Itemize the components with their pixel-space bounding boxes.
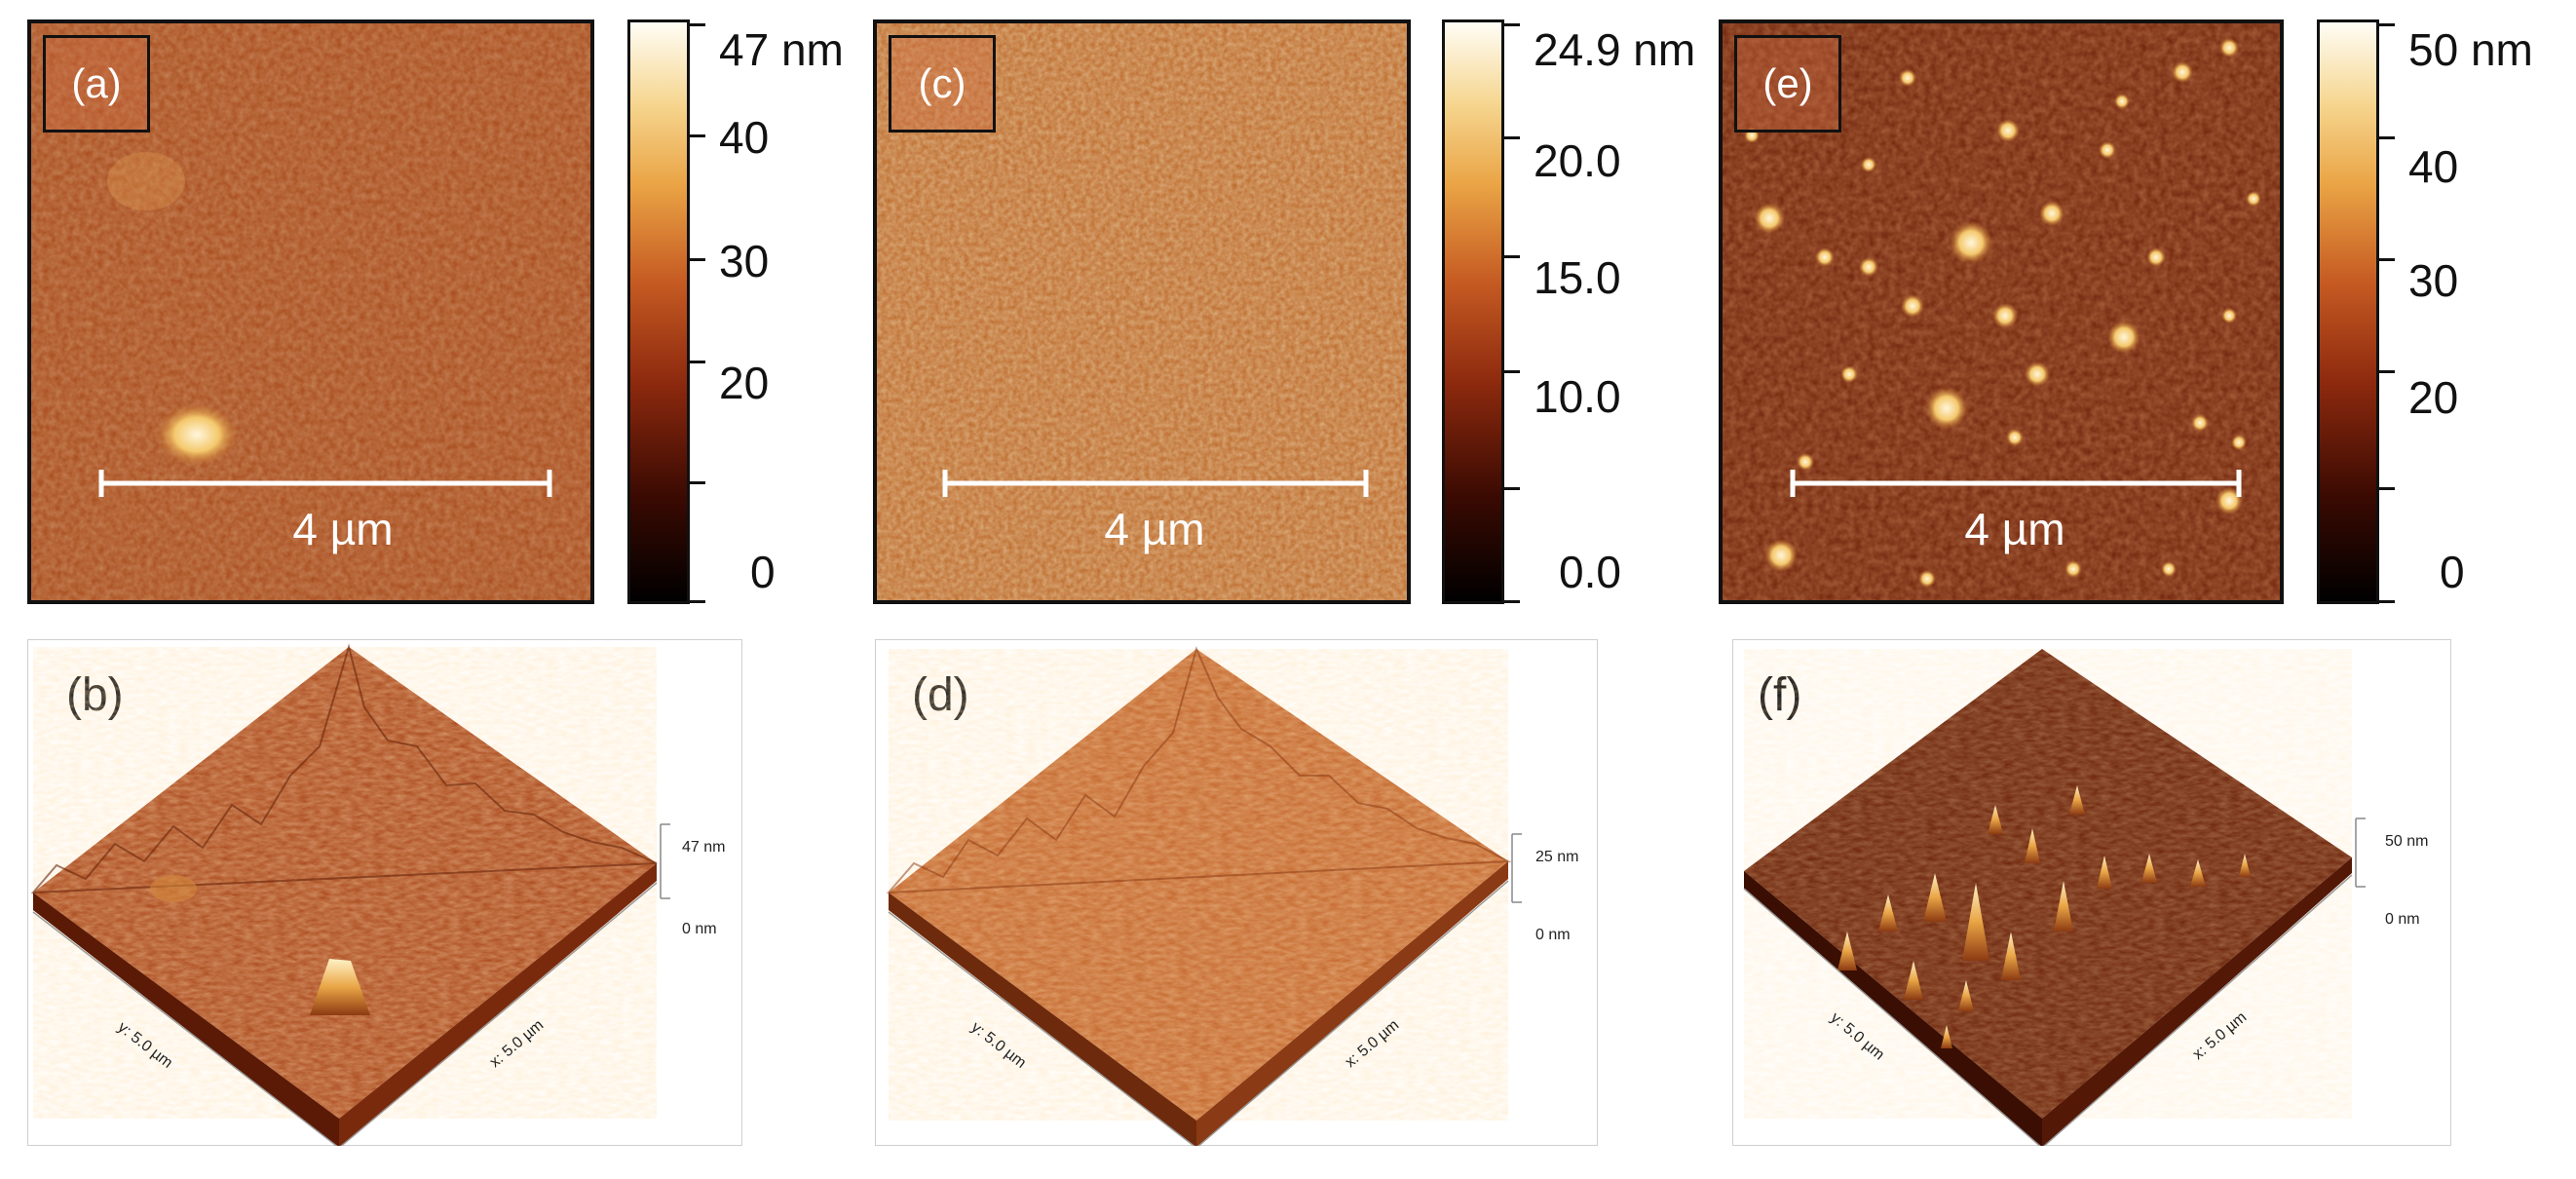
x-axis-label-f: x: 5.0 µm bbox=[2190, 1009, 2251, 1064]
scale-bar-text-a: 4 µm bbox=[292, 504, 394, 554]
colorbar-a-tick: 0 bbox=[750, 547, 776, 597]
colorbar-e-tick: 40 bbox=[2408, 141, 2459, 192]
afm-image-a: (a) 4 µm bbox=[27, 19, 594, 604]
colorbar-e-tick: 0 bbox=[2440, 547, 2465, 597]
scale-bar-text-e: 4 µm bbox=[1964, 504, 2065, 554]
y-axis-label-b: y: 5.0 µm bbox=[115, 1019, 176, 1072]
z-axis-max-d: 25 nm bbox=[1535, 849, 1578, 865]
afm-3d-frame-b bbox=[27, 639, 742, 1146]
surface-particles bbox=[1744, 38, 2261, 588]
colorbar-a-tick: 40 bbox=[719, 112, 770, 163]
scale-bar-text-c: 4 µm bbox=[1104, 504, 1205, 554]
z-axis-max-f: 50 nm bbox=[2385, 833, 2428, 850]
colorbar-c-max: 24.9 nm bbox=[1534, 24, 1696, 75]
z-axis-min-f: 0 nm bbox=[2385, 911, 2420, 928]
colorbar-c-tick: 20.0 bbox=[1534, 135, 1621, 186]
afm-image-e: (e) 4 µm bbox=[1719, 19, 2284, 604]
x-axis-label-d: x: 5.0 µm bbox=[1343, 1017, 1403, 1072]
panel-label-f: (f) bbox=[1758, 669, 1802, 721]
panel-label-a: (a) bbox=[43, 35, 150, 133]
panel-label-e: (e) bbox=[1734, 35, 1841, 133]
panel-label-c: (c) bbox=[889, 35, 996, 133]
z-axis-min-d: 0 nm bbox=[1535, 927, 1571, 943]
colorbar-a-max: 47 nm bbox=[719, 24, 844, 75]
z-axis-max-b: 47 nm bbox=[682, 839, 725, 856]
surface-peaks bbox=[1837, 785, 2251, 1048]
colorbar-a bbox=[627, 19, 690, 604]
colorbar-e bbox=[2317, 19, 2379, 604]
surface-peak bbox=[310, 959, 370, 1015]
colorbar-a-tick: 30 bbox=[719, 236, 770, 286]
colorbar-c-tick: 0.0 bbox=[1559, 547, 1621, 597]
afm-3d-frame-d bbox=[875, 639, 1598, 1146]
colorbar-c bbox=[1442, 19, 1504, 604]
colorbar-e-tick: 30 bbox=[2408, 255, 2459, 306]
y-axis-label-f: y: 5.0 µm bbox=[1827, 1009, 1887, 1064]
afm-3d-surface-f: 50 nm 0 nm y: 5.0 µm x: 5.0 µm bbox=[1743, 649, 2428, 1146]
colorbar-c-tick: 15.0 bbox=[1534, 252, 1621, 303]
panel-label-d: (d) bbox=[912, 669, 969, 721]
afm-image-c: (c) 4 µm bbox=[873, 19, 1411, 604]
afm-3d-surface-b: 47 nm 0 nm y: 5.0 µm x: 5.0 µm bbox=[30, 643, 725, 1146]
z-axis-min-b: 0 nm bbox=[682, 921, 717, 937]
panel-label-b: (b) bbox=[66, 669, 124, 721]
colorbar-c-tick: 10.0 bbox=[1534, 371, 1621, 422]
afm-3d-surface-d: 25 nm 0 nm y: 5.0 µm x: 5.0 µm bbox=[886, 646, 1578, 1146]
y-axis-label-d: y: 5.0 µm bbox=[968, 1019, 1030, 1072]
colorbar-e-max: 50 nm bbox=[2408, 24, 2533, 75]
x-axis-label-b: x: 5.0 µm bbox=[487, 1017, 548, 1072]
afm-3d-frame-f bbox=[1732, 639, 2451, 1146]
colorbar-a-tick: 20 bbox=[719, 358, 770, 408]
colorbar-e-tick: 20 bbox=[2408, 372, 2459, 423]
afm-surface-e bbox=[1723, 23, 2280, 600]
surface-particle bbox=[156, 403, 238, 466]
afm-surface-a bbox=[31, 23, 590, 600]
afm-surface-c bbox=[877, 23, 1407, 600]
